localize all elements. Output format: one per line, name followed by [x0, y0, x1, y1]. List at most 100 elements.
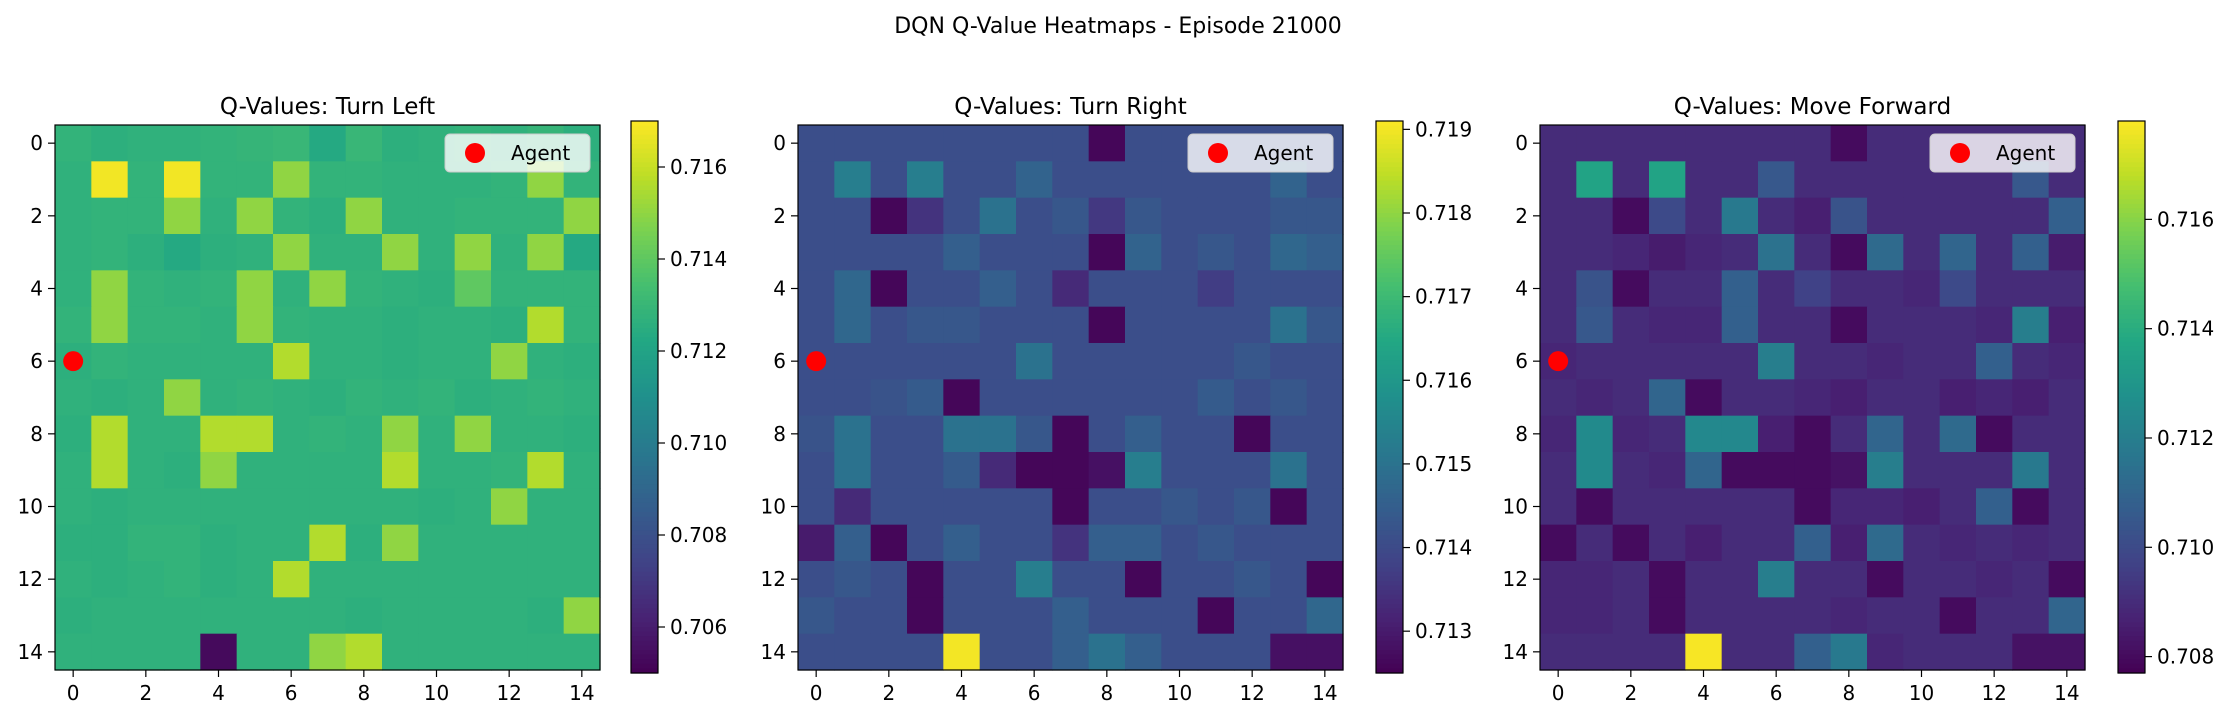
colorbar-segment — [1376, 553, 1403, 559]
colorbar-segment — [1376, 162, 1403, 168]
heatmap-cell — [527, 415, 565, 453]
colorbar-segment — [2118, 134, 2145, 140]
heatmap-cell — [1576, 379, 1614, 417]
heatmap-cell — [1612, 524, 1650, 562]
heatmap-cell — [1758, 415, 1795, 453]
colorbar-segment — [631, 627, 658, 633]
heatmap-cell — [834, 488, 872, 526]
heatmap-cell — [454, 452, 492, 489]
colorbar-segment — [2118, 622, 2145, 628]
colorbar-segment — [1376, 406, 1403, 412]
colorbar-segment — [1376, 567, 1403, 573]
heatmap-cell — [979, 197, 1017, 235]
heatmap-cell — [454, 488, 492, 526]
heatmap-cell — [943, 488, 981, 526]
heatmap-cell — [1125, 270, 1162, 308]
heatmap-cell — [345, 161, 383, 199]
legend-agent-marker — [465, 143, 485, 163]
heatmap-cell — [1721, 161, 1759, 199]
colorbar-segment — [2118, 328, 2145, 334]
colorbar-segment — [631, 585, 658, 591]
heatmap-cell — [55, 379, 92, 417]
colorbar-tick-label: 0.713 — [1415, 619, 1472, 643]
colorbar-segment — [2118, 309, 2145, 315]
colorbar-segment — [1376, 185, 1403, 191]
colorbar-segment — [631, 245, 658, 251]
colorbar-tick-label: 0.712 — [670, 339, 727, 363]
heatmap-cell — [1234, 452, 1271, 489]
colorbar-segment — [631, 254, 658, 260]
colorbar-segment — [2118, 553, 2145, 559]
colorbar-segment — [631, 668, 658, 674]
heatmap-cell — [1939, 343, 1977, 380]
colorbar-segment — [2118, 452, 2145, 458]
colorbar-segment — [1376, 562, 1403, 568]
heatmap-cell — [200, 452, 238, 489]
heatmap-cell — [1794, 125, 1832, 162]
heatmap-cell — [273, 234, 310, 271]
heatmap-cell — [1830, 415, 1868, 453]
colorbar-segment — [631, 378, 658, 384]
y-tick-label: 2 — [30, 204, 43, 228]
heatmap-cell — [91, 197, 129, 235]
heatmap-cell — [2048, 234, 2086, 271]
colorbar-tick-label: 0.710 — [2157, 535, 2214, 559]
colorbar-segment — [1376, 410, 1403, 416]
colorbar-segment — [1376, 153, 1403, 159]
heatmap-cell — [1721, 415, 1759, 453]
heatmap-cell — [1016, 488, 1053, 526]
colorbar-segment — [1376, 139, 1403, 145]
heatmap-cell — [1758, 524, 1795, 562]
heatmap-cell — [1161, 452, 1199, 489]
colorbar-segment — [631, 194, 658, 200]
colorbar-segment — [2118, 167, 2145, 173]
colorbar-segment — [1376, 530, 1403, 536]
x-tick-label: 0 — [67, 681, 80, 705]
heatmap-cell — [1052, 379, 1090, 417]
heatmap-cell — [164, 270, 201, 308]
heatmap-cell — [55, 234, 92, 271]
heatmap-cell — [164, 306, 201, 344]
colorbar-segment — [1376, 268, 1403, 274]
heatmap-cell — [943, 633, 981, 671]
colorbar-segment — [2118, 567, 2145, 573]
colorbar-segment — [631, 323, 658, 329]
heatmap-cell — [491, 415, 528, 453]
colorbar-segment — [631, 456, 658, 462]
colorbar-segment — [2118, 162, 2145, 168]
heatmap-cell — [1234, 633, 1271, 671]
x-tick-label: 10 — [424, 681, 449, 705]
colorbar-segment — [631, 369, 658, 375]
x-tick-label: 0 — [1552, 681, 1565, 705]
heatmap-cell — [1612, 343, 1650, 380]
heatmap-cell — [273, 270, 310, 308]
heatmap-cell — [1830, 306, 1868, 344]
heatmap-cell — [2048, 379, 2086, 417]
heatmap-cell — [55, 561, 92, 598]
heatmap-cell — [273, 343, 310, 380]
heatmap-cell — [2048, 488, 2086, 526]
heatmap-cell — [798, 270, 835, 308]
heatmap-cell — [1197, 415, 1235, 453]
heatmap-cell — [273, 597, 310, 635]
colorbar-segment — [2118, 539, 2145, 545]
heatmap-cell — [1939, 306, 1977, 344]
heatmap-cell — [1197, 452, 1235, 489]
colorbar-segment — [1376, 392, 1403, 398]
heatmap-cell — [273, 125, 310, 162]
colorbar: 0.708 0.710 0.712 0.714 0.716 — [2117, 120, 2214, 674]
colorbar-segment — [2118, 355, 2145, 361]
heatmap-cell — [1540, 488, 1577, 526]
colorbar-segment — [2118, 475, 2145, 481]
colorbar-segment — [631, 374, 658, 380]
colorbar-segment — [1376, 420, 1403, 426]
heatmap-cell — [200, 561, 238, 598]
heatmap-cell — [1052, 488, 1090, 526]
heatmap-cell — [907, 415, 944, 453]
heatmap-cell — [1976, 452, 2013, 489]
heatmap-cell — [1540, 379, 1577, 417]
y-tick-label: 6 — [1515, 349, 1528, 373]
colorbar: 0.713 0.714 0.715 0.716 0.717 0.718 0.719 — [1375, 117, 1472, 674]
y-tick-label: 4 — [1515, 277, 1528, 301]
heatmap-cell — [1758, 306, 1795, 344]
